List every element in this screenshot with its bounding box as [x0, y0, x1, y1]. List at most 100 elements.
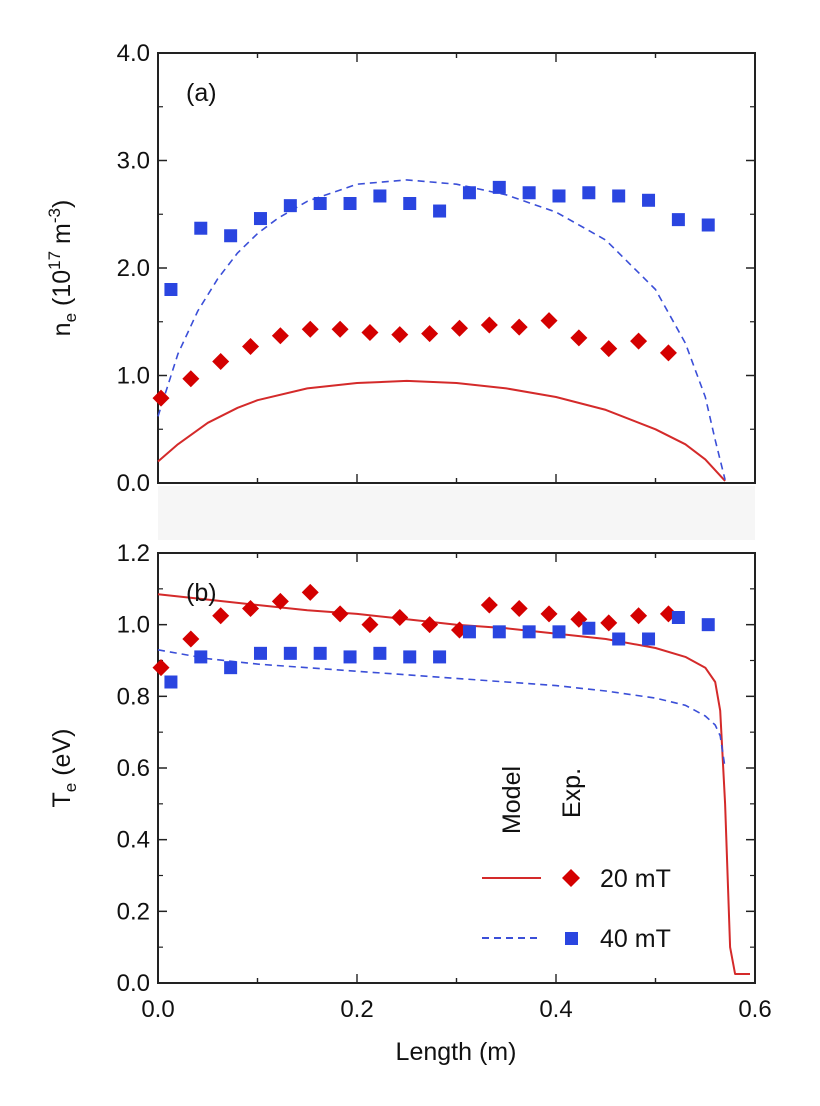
ytick-label-b-3: 0.6 — [117, 755, 150, 782]
point-b-exp-20-mt-0 — [152, 659, 170, 677]
point-b-exp-40-mt-9 — [433, 650, 447, 664]
point-b-exp-40-mt-18 — [701, 618, 715, 632]
point-b-exp-20-mt-4 — [271, 592, 289, 610]
point-a-exp-20-mt-14 — [570, 329, 588, 347]
series-line-a-model-40-mt — [157, 179, 726, 480]
point-a-exp-40-mt-15 — [612, 189, 626, 203]
point-b-exp-20-mt-13 — [540, 605, 558, 623]
point-b-exp-40-mt-0 — [164, 675, 178, 689]
point-a-exp-40-mt-1 — [194, 221, 208, 235]
point-a-exp-40-mt-5 — [313, 197, 327, 210]
ytick-label-b-2: 0.4 — [117, 827, 150, 854]
legend-square-40mt — [565, 932, 578, 945]
point-a-exp-40-mt-3 — [253, 212, 267, 226]
point-a-exp-20-mt-12 — [510, 318, 528, 336]
ytick-label-a-0: 0.0 — [117, 470, 150, 497]
ylabel-a-open: (10 — [48, 270, 76, 313]
series-line-b-model-20-mt — [157, 593, 750, 975]
point-b-exp-40-mt-8 — [403, 650, 417, 664]
point-b-exp-40-mt-4 — [283, 646, 297, 660]
point-b-exp-20-mt-8 — [391, 609, 409, 626]
point-a-exp-40-mt-13 — [552, 189, 566, 203]
point-b-exp-40-mt-17 — [671, 611, 685, 624]
point-a-exp-20-mt-17 — [659, 344, 677, 362]
point-b-exp-20-mt-5 — [301, 583, 319, 601]
point-a-exp-40-mt-4 — [283, 199, 297, 213]
ylabel-a-sup1: 17 — [45, 251, 64, 270]
ytick-label-a-2: 2.0 — [117, 255, 150, 282]
ylabel-a-close: ) — [48, 200, 76, 208]
point-b-exp-20-mt-2 — [212, 607, 230, 625]
ytick-label-b-6: 1.2 — [117, 540, 150, 567]
panel-b-ylabel: Te (eV) — [48, 729, 80, 808]
point-a-exp-40-mt-0 — [164, 283, 178, 296]
point-b-exp-40-mt-3 — [253, 646, 267, 660]
panel-b-te: 0.0 0.2 0.4 0.6 0.8 1.0 1.2 0.0 0.2 0.4 0.6 (b) Te… — [48, 540, 772, 1066]
ylabel-a-sub: e — [61, 313, 80, 322]
point-a-exp-40-mt-17 — [671, 213, 685, 227]
point-a-exp-40-mt-14 — [582, 186, 596, 200]
point-a-exp-40-mt-10 — [462, 186, 476, 200]
legend: Model Exp. 20 mT 40 mT — [482, 766, 671, 953]
panel-a-ticks: 0.0 1.0 2.0 3.0 4.0 — [117, 40, 756, 497]
ytick-label-a-3: 3.0 — [117, 148, 150, 175]
point-b-exp-20-mt-3 — [242, 600, 260, 618]
point-b-exp-20-mt-15 — [600, 614, 618, 632]
legend-header-exp: Exp. — [558, 768, 586, 818]
panel-a-ne: 0.0 1.0 2.0 3.0 4.0 (a) ne (1017 m-3) — [45, 40, 756, 497]
ytick-label-b-4: 0.8 — [117, 683, 150, 710]
point-a-exp-40-mt-6 — [343, 197, 357, 210]
panel-a-label: (a) — [186, 79, 217, 107]
xtick-label-b-3: 0.6 — [738, 996, 771, 1023]
point-a-exp-40-mt-12 — [522, 186, 536, 200]
point-a-exp-40-mt-2 — [224, 229, 238, 243]
point-b-exp-40-mt-13 — [552, 625, 566, 639]
point-b-exp-20-mt-16 — [630, 607, 648, 625]
ytick-label-a-1: 1.0 — [117, 363, 150, 390]
point-b-exp-20-mt-9 — [421, 616, 439, 634]
panel-b-ticks: 0.0 0.2 0.4 0.6 0.8 1.0 1.2 0.0 0.2 0.4 0.6 — [117, 540, 772, 1023]
ytick-label-b-1: 0.2 — [117, 898, 150, 925]
point-b-exp-40-mt-14 — [582, 621, 596, 635]
point-a-exp-20-mt-8 — [391, 326, 409, 344]
point-a-exp-20-mt-15 — [600, 340, 618, 358]
panel-b-label: (b) — [186, 579, 217, 607]
point-b-exp-40-mt-11 — [492, 625, 506, 639]
point-b-exp-40-mt-12 — [522, 625, 536, 639]
point-b-exp-20-mt-11 — [480, 596, 498, 614]
point-a-exp-20-mt-10 — [450, 319, 468, 337]
ylabel-a-sym: n — [48, 322, 76, 336]
series-line-b-model-40-mt — [157, 649, 726, 769]
ylabel-a-sup2: -3 — [45, 208, 64, 223]
legend-diamond-20mt — [562, 869, 580, 887]
xtick-label-b-2: 0.4 — [539, 996, 572, 1023]
series-line-a-model-20-mt — [157, 379, 726, 482]
point-a-exp-20-mt-16 — [630, 332, 648, 350]
xtick-label-b-1: 0.2 — [340, 996, 373, 1023]
point-a-exp-40-mt-16 — [642, 193, 656, 207]
ytick-label-b-5: 1.0 — [117, 612, 150, 639]
point-a-exp-20-mt-3 — [242, 337, 260, 355]
point-a-exp-20-mt-1 — [182, 370, 200, 388]
ylabel-b-sym: T — [48, 792, 76, 807]
point-b-exp-40-mt-10 — [462, 625, 476, 639]
point-a-exp-40-mt-7 — [373, 189, 387, 203]
panel-a-series — [152, 179, 726, 482]
ytick-label-b-0: 0.0 — [117, 970, 150, 997]
legend-header-model: Model — [498, 766, 526, 834]
point-a-exp-20-mt-6 — [331, 320, 349, 338]
panel-a-frame — [157, 52, 756, 484]
point-b-exp-20-mt-12 — [510, 600, 528, 618]
point-b-exp-40-mt-6 — [343, 650, 357, 664]
point-a-exp-20-mt-4 — [271, 327, 289, 345]
point-a-exp-20-mt-5 — [301, 320, 319, 338]
ylabel-b-rest: (eV) — [48, 729, 76, 783]
point-b-exp-40-mt-16 — [642, 632, 656, 646]
point-b-exp-20-mt-7 — [361, 616, 379, 634]
point-b-exp-40-mt-5 — [313, 646, 327, 660]
panel-a-ylabel: ne (1017 m-3) — [45, 200, 80, 337]
point-b-exp-40-mt-7 — [373, 646, 387, 660]
legend-label-40mt: 40 mT — [600, 925, 671, 953]
panel-b-series — [152, 583, 750, 975]
